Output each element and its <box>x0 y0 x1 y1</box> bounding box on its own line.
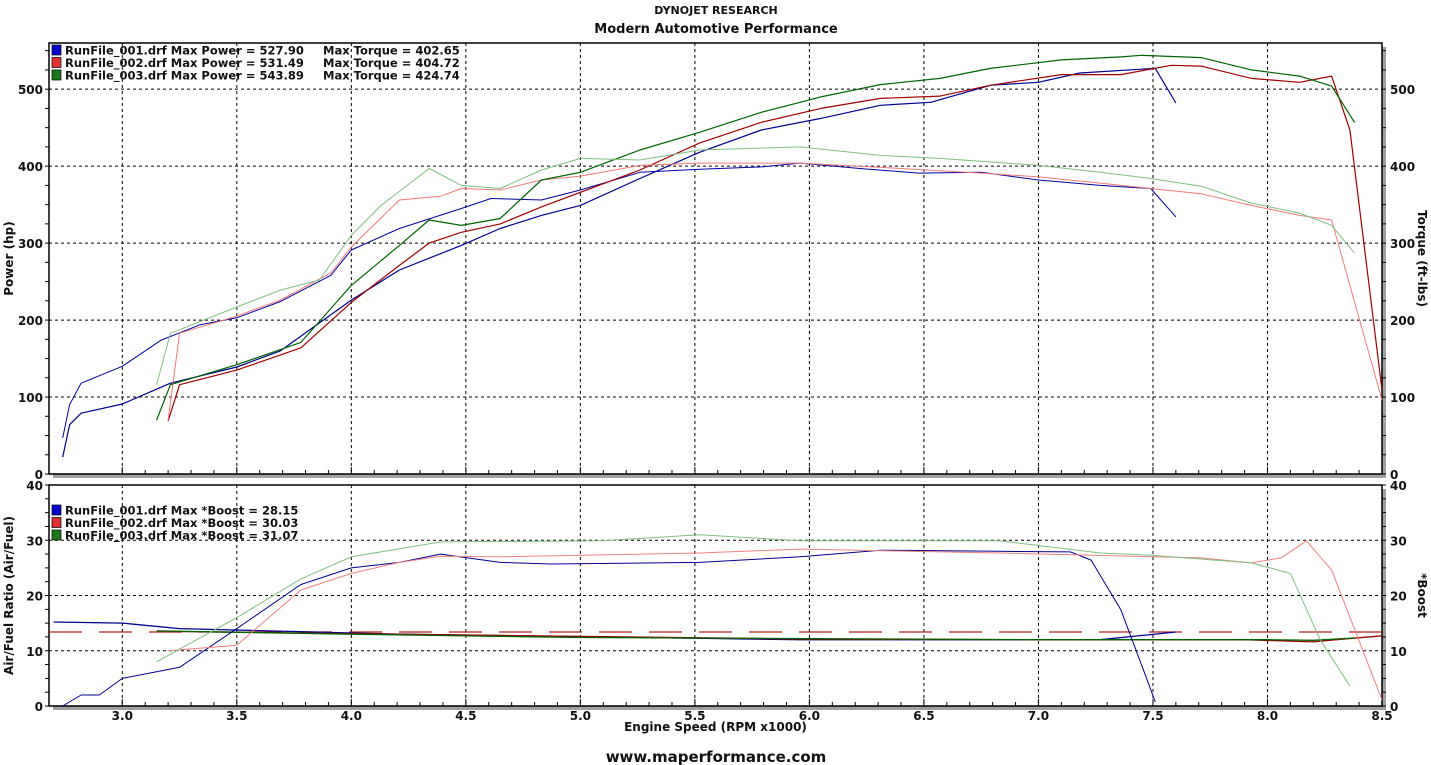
series-line-runfile_001-power <box>62 67 1177 458</box>
x-tick-label: 3.5 <box>226 709 247 723</box>
series-line-runfile_003-afr <box>156 630 1355 641</box>
y-tick-label-left: 100 <box>18 391 43 405</box>
y-tick-label-right: 0 <box>1390 468 1398 482</box>
x-tick-label: 7.0 <box>1028 709 1049 723</box>
y-tick-label-right: 0 <box>1390 700 1398 714</box>
series-line-runfile_002-power <box>167 64 1383 422</box>
plot-power-torque: 0 0 100 100 200 200 300 300 400 400 500 500 Power (h… <box>2 42 1429 482</box>
plot-frame <box>48 42 1383 475</box>
series-line-runfile_002-torque <box>167 162 1383 421</box>
footer-url[interactable]: www.maperformance.com <box>606 748 827 765</box>
x-tick-label: 7.5 <box>1142 709 1163 723</box>
x-tick-label: 4.0 <box>341 709 362 723</box>
x-tick-label: 4.5 <box>455 709 476 723</box>
legend-label: RunFile_001.drf Max *Boost = 28.15 <box>65 504 298 519</box>
x-tick-label: 6.0 <box>799 709 820 723</box>
legend-swatch <box>51 504 62 516</box>
y-axis-label-left: Power (hp) <box>2 221 16 295</box>
y-tick-label-left: 200 <box>18 314 43 328</box>
y-axis-label-right: *Boost <box>1415 573 1429 618</box>
y-tick-label-right: 300 <box>1390 237 1415 251</box>
y-tick-label-right: 10 <box>1390 645 1407 659</box>
legend-swatch <box>51 44 62 56</box>
x-tick-label: 5.0 <box>570 709 591 723</box>
legend-torque-label: Max Torque = 404.72 <box>323 56 460 70</box>
legend-swatch <box>51 57 62 68</box>
x-axis-label: Engine Speed (RPM x1000) <box>624 720 807 734</box>
y-tick-label-right: 500 <box>1390 83 1415 97</box>
y-tick-label-left: 40 <box>26 479 43 493</box>
y-tick-label-right: 200 <box>1390 314 1415 328</box>
x-tick-label: 5.5 <box>684 709 705 723</box>
legend-torque-label: Max Torque = 424.74 <box>323 69 460 83</box>
y-tick-label-left: 0 <box>35 468 43 482</box>
legend-label: RunFile_003.drf Max Power = 543.89 <box>65 69 304 84</box>
plot-afr-boost: 0 0 10 10 20 20 30 30 40 40 Air/Fuel Ratio (Air/Fu… <box>2 479 1429 734</box>
y-tick-label-right: 30 <box>1390 534 1407 548</box>
header-title: DYNOJET RESEARCH <box>654 4 777 17</box>
y-tick-label-left: 400 <box>18 160 43 174</box>
x-tick-label: 8.0 <box>1257 709 1278 723</box>
y-tick-label-right: 400 <box>1390 160 1415 174</box>
y-tick-label-left: 500 <box>18 83 43 97</box>
series-line-runfile_003-power <box>156 54 1356 421</box>
legend-label: RunFile_002.drf Max Power = 531.49 <box>65 56 304 71</box>
header-subtitle: Modern Automotive Performance <box>594 22 838 37</box>
x-tick-label: 6.5 <box>913 709 934 723</box>
y-tick-label-left: 0 <box>35 700 43 714</box>
y-axis-label-left: Air/Fuel Ratio (Air/Fuel) <box>2 516 16 675</box>
series-line-runfile_002-boost <box>168 540 1383 701</box>
y-tick-label-left: 10 <box>26 645 43 659</box>
y-tick-label-left: 20 <box>26 590 43 604</box>
y-tick-label-right: 100 <box>1390 391 1415 405</box>
legend-swatch <box>51 529 62 541</box>
legend-label: RunFile_003.drf Max *Boost = 31.07 <box>65 529 298 544</box>
series-line-runfile_001-boost <box>62 549 1156 707</box>
y-tick-label-right: 40 <box>1390 479 1407 493</box>
series-line-runfile_003-torque <box>156 146 1355 385</box>
x-tick-label: 8.5 <box>1371 709 1392 723</box>
x-tick-label: 3.0 <box>112 709 133 723</box>
y-tick-label-left: 30 <box>26 534 43 548</box>
legend-swatch <box>51 517 62 528</box>
series-line-runfile_003-boost <box>156 534 1351 687</box>
legend-torque-label: Max Torque = 402.65 <box>323 44 460 58</box>
y-tick-label-right: 20 <box>1390 590 1407 604</box>
y-axis-label-right: Torque (ft-lbs) <box>1415 210 1429 307</box>
legend-swatch <box>51 69 62 81</box>
legend-label: RunFile_001.drf Max Power = 527.90 <box>65 44 304 59</box>
legend-label: RunFile_002.drf Max *Boost = 30.03 <box>65 516 298 531</box>
y-tick-label-left: 300 <box>18 237 43 251</box>
